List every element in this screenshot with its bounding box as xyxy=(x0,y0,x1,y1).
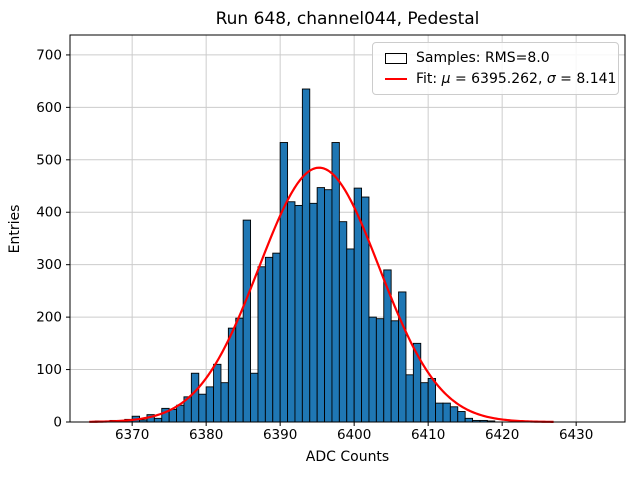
histogram-bar xyxy=(405,374,414,423)
histogram-bar xyxy=(368,316,377,423)
y-axis-label-wrap: Entries xyxy=(4,35,26,422)
histogram-bar xyxy=(375,318,385,423)
histogram-bar xyxy=(168,408,178,423)
y-tick-label: 300 xyxy=(36,257,62,273)
histogram-bar xyxy=(427,378,437,423)
histogram-bar xyxy=(250,372,259,423)
histogram-bar xyxy=(176,404,185,423)
histogram-bar xyxy=(279,142,289,423)
histogram-bar xyxy=(316,187,326,423)
x-tick-label: 6410 xyxy=(411,427,445,443)
histogram-bar xyxy=(301,88,311,423)
y-axis-label: Entries xyxy=(7,204,23,253)
histogram-bar xyxy=(242,219,252,423)
fit-line-icon xyxy=(385,77,407,80)
histogram-bar xyxy=(220,382,229,423)
histogram-bar xyxy=(235,317,244,423)
plot-border xyxy=(69,34,626,423)
histogram-bar xyxy=(205,386,215,423)
histogram-bar xyxy=(457,411,466,423)
x-tick-label: 6430 xyxy=(559,427,593,443)
histogram-bar xyxy=(153,417,163,423)
histogram-bar xyxy=(390,320,400,423)
x-axis-label: ADC Counts xyxy=(305,449,390,465)
histogram-bar xyxy=(398,291,407,423)
y-tick-label: 700 xyxy=(36,47,62,63)
histogram-bar xyxy=(449,406,459,423)
histogram-bar xyxy=(198,393,207,423)
histogram-bar xyxy=(331,142,340,423)
x-tick-label: 6420 xyxy=(485,427,519,443)
samples-swatch-icon xyxy=(385,52,407,64)
x-tick-label: 6370 xyxy=(115,427,149,443)
histogram-bar xyxy=(264,256,274,423)
histogram-bar xyxy=(420,382,429,423)
histogram-bar xyxy=(257,266,266,423)
y-tick-label: 400 xyxy=(36,205,62,221)
x-tick-label: 6380 xyxy=(189,427,223,443)
x-tick-label: 6390 xyxy=(263,427,297,443)
histogram-bar xyxy=(338,221,348,423)
histogram-bar xyxy=(190,372,200,423)
histogram-bar xyxy=(324,189,333,423)
y-tick-label: 500 xyxy=(36,152,62,168)
histogram-bar xyxy=(442,402,451,423)
legend-fit-label: Fit: μ = 6395.262, σ = 8.141 xyxy=(416,70,617,87)
histogram-bar xyxy=(346,248,355,423)
chart-title: Run 648, channel044, Pedestal xyxy=(215,9,480,29)
y-tick-label: 100 xyxy=(36,362,62,378)
legend: Samples: RMS=8.0 Fit: μ = 6395.262, σ = … xyxy=(372,42,619,95)
x-tick-label: 6400 xyxy=(337,427,371,443)
legend-entry-samples: Samples: RMS=8.0 xyxy=(385,48,608,68)
y-tick-label: 200 xyxy=(36,310,62,326)
fit-curve xyxy=(89,166,554,423)
legend-entry-fit: Fit: μ = 6395.262, σ = 8.141 xyxy=(385,69,616,89)
y-tick-label: 0 xyxy=(53,415,62,431)
histogram-bar xyxy=(272,252,281,423)
y-tick-label: 600 xyxy=(36,100,62,116)
histogram-bar xyxy=(213,363,222,423)
legend-samples-label: Samples: RMS=8.0 xyxy=(416,50,550,67)
histogram-bar xyxy=(227,327,237,423)
histogram-bar xyxy=(309,202,318,423)
histogram-bar xyxy=(464,417,474,423)
histogram-bar xyxy=(294,204,303,423)
histogram-bar xyxy=(287,201,296,423)
histogram-bar xyxy=(435,402,444,423)
